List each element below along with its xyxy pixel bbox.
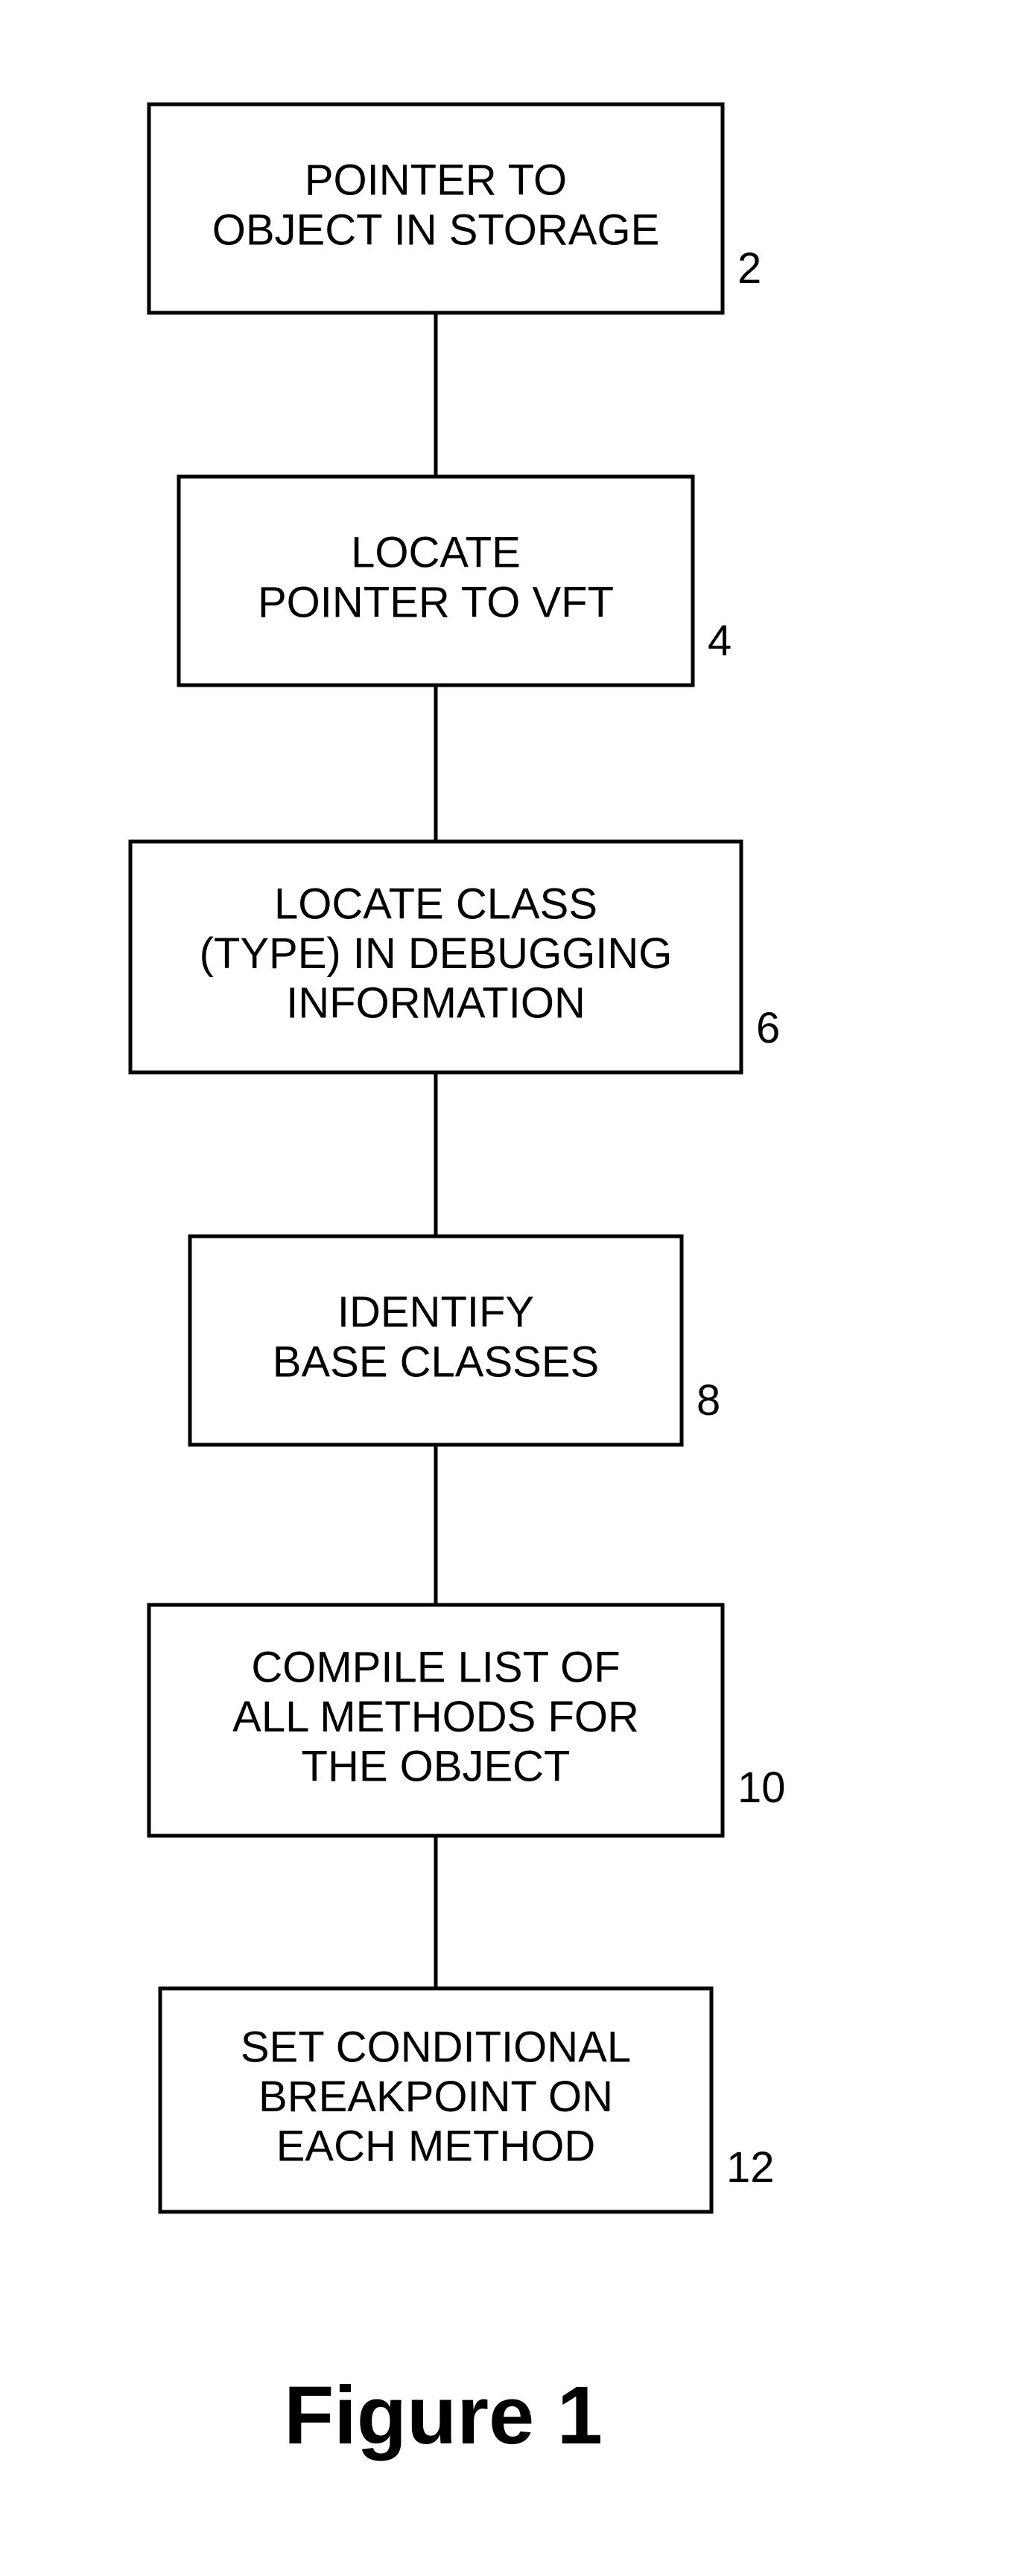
flow-node-ref: 2: [737, 244, 761, 293]
flow-node-ref: 4: [708, 617, 732, 665]
figure-title: Figure 1: [284, 2368, 603, 2463]
flow-node-ref: 12: [726, 2143, 775, 2192]
flow-node-label: SET CONDITIONALBREAKPOINT ONEACH METHOD: [241, 2023, 631, 2171]
flowchart-svg: POINTER TOOBJECT IN STORAGE2LOCATEPOINTE…: [0, 0, 1025, 2576]
flow-node-ref: 8: [696, 1376, 720, 1425]
flow-node-ref: 6: [756, 1004, 780, 1052]
page: POINTER TOOBJECT IN STORAGE2LOCATEPOINTE…: [0, 0, 1025, 2576]
flow-node-ref: 10: [737, 1764, 786, 1812]
